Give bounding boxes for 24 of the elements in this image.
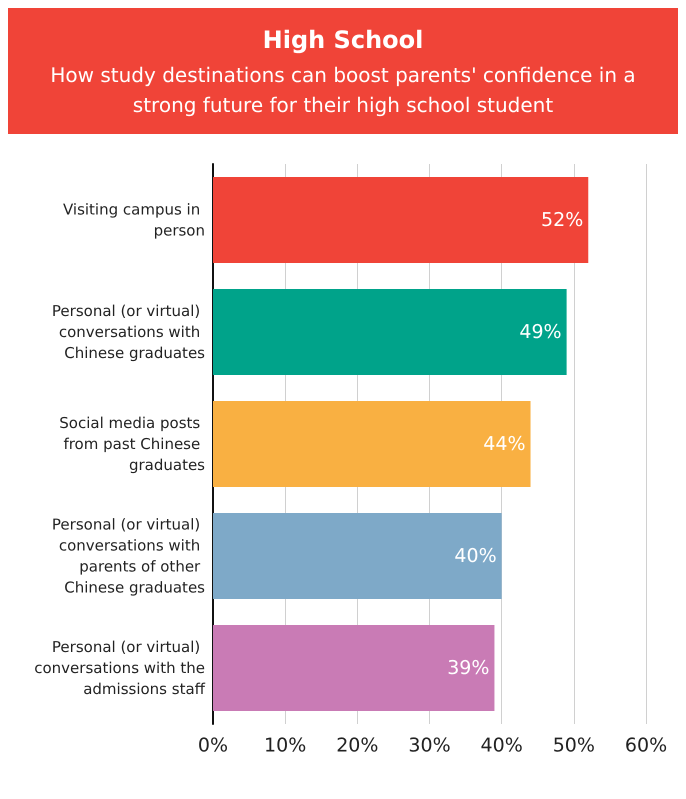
data-label: 44% [483,433,526,455]
y-tick-label: Personal (or virtual) conversations with parents of other Chinese graduates [52,516,206,596]
data-label: 52% [541,209,584,231]
x-tick-label: 10% [264,734,306,756]
y-tick-label: Personal (or virtual) conversations with Chinese graduates [52,302,206,362]
x-tick-label: 30% [408,734,451,756]
bar [213,513,502,599]
bar [213,289,567,375]
y-tick-label: Visiting campus in person [62,200,205,240]
chart-title: High School [262,26,424,54]
y-tick-label: Social media posts from past Chinese graduates [59,414,206,474]
x-tick-label: 50% [552,734,595,756]
bar [213,625,494,711]
x-tick-label: 0% [198,734,228,756]
x-tick-label: 20% [336,734,378,756]
x-tick-label: 60% [624,734,668,756]
x-tick-label: 40% [480,734,523,756]
y-tick-label: Personal (or virtual) conversations with the admissions staff [34,638,206,698]
data-label: 40% [454,545,497,567]
bar [213,401,531,487]
chart-subtitle: How study destinations can boost parents' confidence in a strong future for their high school student [49,62,637,119]
data-label: 39% [447,657,490,679]
bar [213,177,588,263]
data-label: 49% [519,321,562,343]
